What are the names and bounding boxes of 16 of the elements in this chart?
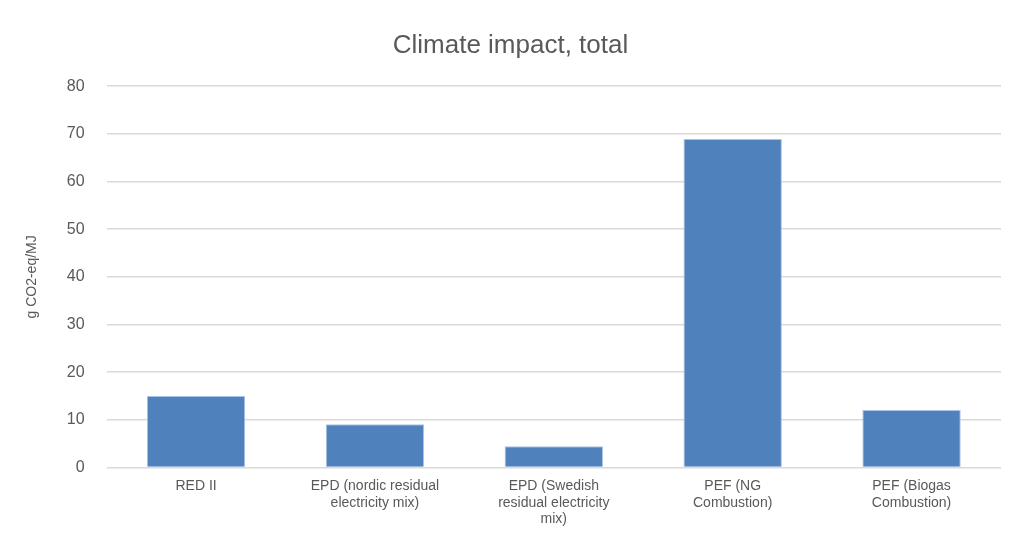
x-tick-label: EPD (Swedish residual electricity mix) [498,476,610,527]
y-tick-label: 20 [66,362,85,380]
y-tick-label: 70 [66,124,85,142]
x-tick-label: EPD (nordic residual electricity mix) [310,476,440,510]
y-tick-label: 60 [66,171,85,189]
y-tick-label: 80 [66,76,85,94]
y-tick-label: 0 [75,458,85,476]
y-tick-label: 40 [66,267,85,285]
y-tick-label: 50 [66,219,85,237]
y-axis-title: g CO2-eq/MJ [23,235,40,319]
x-tick-label: PEF (Biogas Combustion) [871,476,952,510]
y-tick-label: 30 [66,314,85,332]
chart-title: Climate impact, total [392,28,629,59]
x-tick-label: PEF (NG Combustion) [692,476,773,510]
x-tick-label: RED II [175,476,217,493]
y-tick-label: 10 [66,410,85,428]
